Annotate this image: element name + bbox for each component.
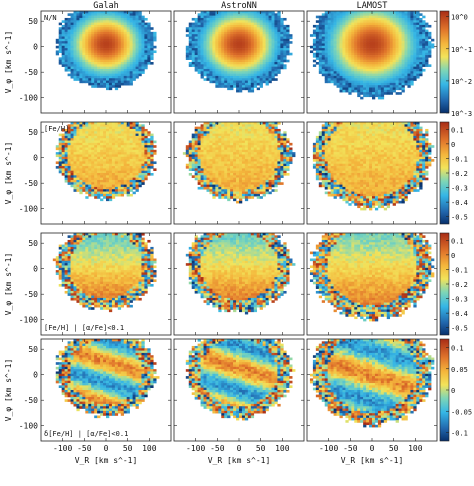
colorbar-tick-label: 0: [451, 252, 455, 260]
x-tick-label: -50: [77, 444, 92, 453]
heatmap-panel-r2-c3: [312, 122, 435, 211]
colorbar-tick-label: 10^-2: [451, 78, 472, 86]
panel-label-row-2: [Fe/H]: [44, 125, 69, 133]
y-tick-label: -50: [24, 179, 39, 188]
panel-label-row-3: [Fe/H] | [α/Fe]<0.1: [44, 324, 124, 332]
x-tick-label: -100: [319, 444, 338, 453]
x-tick-label: 50: [389, 444, 399, 453]
x-axis-label: V_R [km s^-1]: [341, 456, 404, 465]
x-tick-label: 0: [104, 444, 109, 453]
y-tick-label: -50: [24, 290, 39, 299]
colorbar-tick-label: -0.5: [451, 214, 468, 222]
heatmap-panel-r1-c1: [55, 11, 157, 91]
y-tick-label: 50: [28, 17, 38, 26]
column-title-3: LAMOST: [357, 1, 388, 11]
colorbar-tick-label: -0.5: [451, 325, 468, 333]
x-tick-label: 100: [275, 444, 290, 453]
colorbar-tick-label: 0: [451, 387, 455, 395]
colorbar-row-1: [439, 10, 450, 114]
colorbar-tick-label: -0.4: [451, 310, 468, 318]
column-title-1: Galah: [93, 1, 119, 11]
heatmap-panel-r1-c3: [309, 11, 435, 100]
colorbar-tick-label: -0.1: [451, 155, 468, 163]
colorbar-tick-label: -0.2: [451, 170, 468, 178]
y-axis-label: V_φ [km s^-1]: [4, 253, 13, 316]
y-tick-label: -100: [19, 205, 38, 214]
y-tick-label: 0: [33, 154, 38, 163]
panel-label-row-4: δ[Fe/H] | [α/Fe]<0.1: [44, 430, 128, 438]
y-tick-label: -50: [24, 68, 39, 77]
colorbar-tick-label: 10^-1: [451, 46, 472, 54]
colorbar-tick-label: -0.05: [451, 408, 472, 416]
colorbar-tick-label: -0.2: [451, 281, 468, 289]
colorbar-tick-label: -0.3: [451, 185, 468, 193]
heatmap-panel-r2-c2: [182, 122, 296, 204]
x-tick-label: -50: [343, 444, 358, 453]
heatmap-panel-r3-c1: [52, 233, 157, 313]
y-tick-label: 50: [28, 128, 38, 137]
colorbar-tick-label: 10^-3: [451, 110, 472, 118]
y-tick-label: 50: [28, 239, 38, 248]
y-tick-label: 50: [28, 345, 38, 354]
y-tick-label: 0: [33, 43, 38, 52]
x-tick-label: -100: [53, 444, 72, 453]
colorbar-tick-label: -0.1: [451, 266, 468, 274]
colorbar-tick-label: 0.1: [451, 237, 464, 245]
x-tick-label: 100: [408, 444, 423, 453]
column-title-2: AstroNN: [221, 1, 257, 11]
x-tick-label: 50: [123, 444, 133, 453]
x-tick-label: 0: [370, 444, 375, 453]
heatmap-panel-r4-c2: [185, 339, 296, 421]
y-axis-label: V_φ [km s^-1]: [4, 142, 13, 205]
y-axis-label: V_φ [km s^-1]: [4, 359, 13, 422]
colorbar-tick-label: 10^0: [451, 14, 468, 22]
y-tick-label: 0: [33, 265, 38, 274]
heatmap-panel-r4-c1: [55, 339, 160, 419]
x-tick-label: 50: [256, 444, 266, 453]
heatmap-panel-r3-c2: [185, 233, 296, 315]
x-tick-label: -50: [210, 444, 225, 453]
x-tick-label: 0: [237, 444, 242, 453]
x-tick-label: 100: [142, 444, 157, 453]
y-axis-label: V_φ [km s^-1]: [4, 31, 13, 94]
heatmap-panel-r1-c2: [185, 11, 293, 93]
colorbar-tick-label: -0.4: [451, 199, 468, 207]
colorbar-tick-label: -0.3: [451, 296, 468, 304]
x-tick-label: -100: [186, 444, 205, 453]
colorbar-tick-label: -0.1: [451, 430, 468, 438]
y-tick-label: -100: [19, 422, 38, 431]
y-tick-label: -100: [19, 316, 38, 325]
colorbar-tick-label: 0.1: [451, 345, 464, 353]
heatmap-panel-r2-c1: [55, 122, 157, 202]
colorbar-tick-label: 0.05: [451, 366, 468, 374]
colorbar-tick-label: 0.1: [451, 126, 464, 134]
y-tick-label: 0: [33, 371, 38, 380]
x-axis-label: V_R [km s^-1]: [75, 456, 138, 465]
heatmap-panel-r4-c3: [309, 339, 435, 428]
colorbar-tick-label: 0: [451, 141, 455, 149]
y-tick-label: -50: [24, 396, 39, 405]
panel-label-row-1: N/N: [44, 14, 57, 22]
heatmap-panel-r3-c3: [309, 233, 435, 322]
x-axis-label: V_R [km s^-1]: [208, 456, 271, 465]
y-tick-label: -100: [19, 94, 38, 103]
